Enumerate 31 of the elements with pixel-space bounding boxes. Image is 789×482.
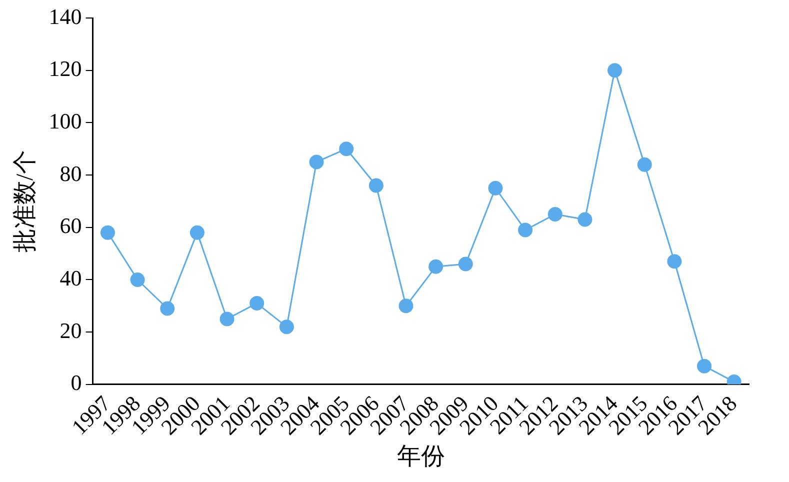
point — [368, 178, 384, 193]
y-axis-title: 批准数/个 — [12, 150, 39, 253]
point — [637, 157, 652, 172]
point — [279, 320, 294, 334]
point — [697, 358, 712, 374]
point — [518, 222, 533, 238]
point — [250, 296, 264, 311]
point — [220, 312, 234, 326]
point — [667, 254, 682, 269]
point — [190, 225, 204, 240]
y-tick-label: 140 — [48, 4, 82, 29]
point — [160, 301, 175, 316]
y-tick-label: 60 — [60, 213, 82, 238]
point — [309, 154, 324, 170]
point — [428, 259, 444, 274]
y-tick-label: 40 — [60, 266, 82, 291]
point — [398, 298, 414, 314]
point — [488, 180, 503, 196]
point — [458, 256, 473, 272]
point — [548, 207, 562, 222]
point — [130, 272, 145, 287]
point — [578, 212, 592, 227]
y-tick-label: 0 — [70, 370, 82, 396]
y-tick-label: 20 — [60, 318, 82, 343]
y-tick-label: 100 — [48, 108, 82, 134]
x-axis-title: 年份 — [396, 444, 445, 470]
point — [608, 63, 622, 78]
point — [339, 142, 354, 156]
y-tick-label: 120 — [48, 56, 82, 82]
y-tick-label: 80 — [60, 160, 82, 186]
point — [100, 225, 115, 240]
